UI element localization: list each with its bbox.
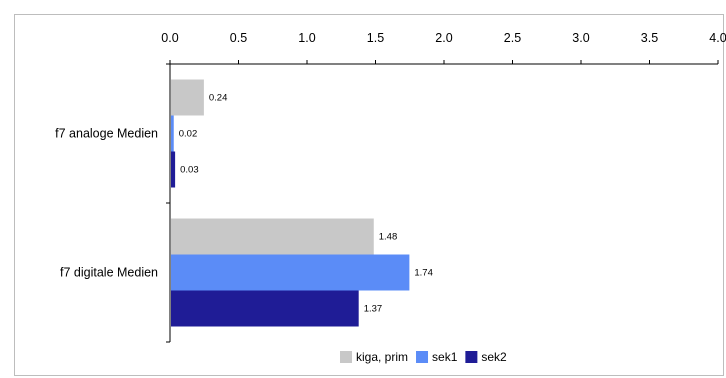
bar [171,290,359,327]
category-label: f7 digitale Medien [60,266,158,280]
x-tick-label: 3.0 [572,31,589,45]
data-labels: 0.24 0.02 0.03 1.48 1.74 1.37 [179,93,433,315]
x-tick-label: 0.0 [161,31,178,45]
legend-label: kiga, prim [356,350,408,364]
data-label: 1.37 [364,304,383,315]
x-tick-label: 2.5 [504,31,521,45]
legend: kiga, prim sek1 sek2 [340,350,507,364]
category-label: f7 analoge Medien [55,127,158,141]
data-label: 0.03 [180,165,199,176]
legend-label: sek1 [432,350,458,364]
legend-swatch [465,351,478,363]
bars [171,79,410,327]
legend-label: sek2 [481,350,507,364]
axes [166,60,719,343]
chart-frame [14,14,724,376]
data-label: 0.24 [209,93,228,104]
data-label: 0.02 [179,129,198,140]
legend-swatch [340,351,352,363]
category-labels: f7 analoge Medien f7 digitale Medien [55,127,158,280]
data-label: 1.48 [379,232,398,243]
x-tick-label: 2.0 [435,31,452,45]
legend-swatch [416,351,429,363]
x-tick-label: 1.0 [298,31,315,45]
x-tick-labels: 0.0 0.5 1.0 1.5 2.0 2.5 3.0 3.5 4.0 [161,31,726,45]
bar [171,218,374,255]
bar [171,79,204,116]
x-tick-label: 0.5 [230,31,247,45]
x-tick-label: 4.0 [709,31,726,45]
data-label: 1.74 [414,268,433,279]
x-tick-label: 1.5 [367,31,384,45]
x-tick-label: 3.5 [641,31,658,45]
bar [171,151,176,188]
bar [171,254,410,291]
bar [171,115,174,152]
